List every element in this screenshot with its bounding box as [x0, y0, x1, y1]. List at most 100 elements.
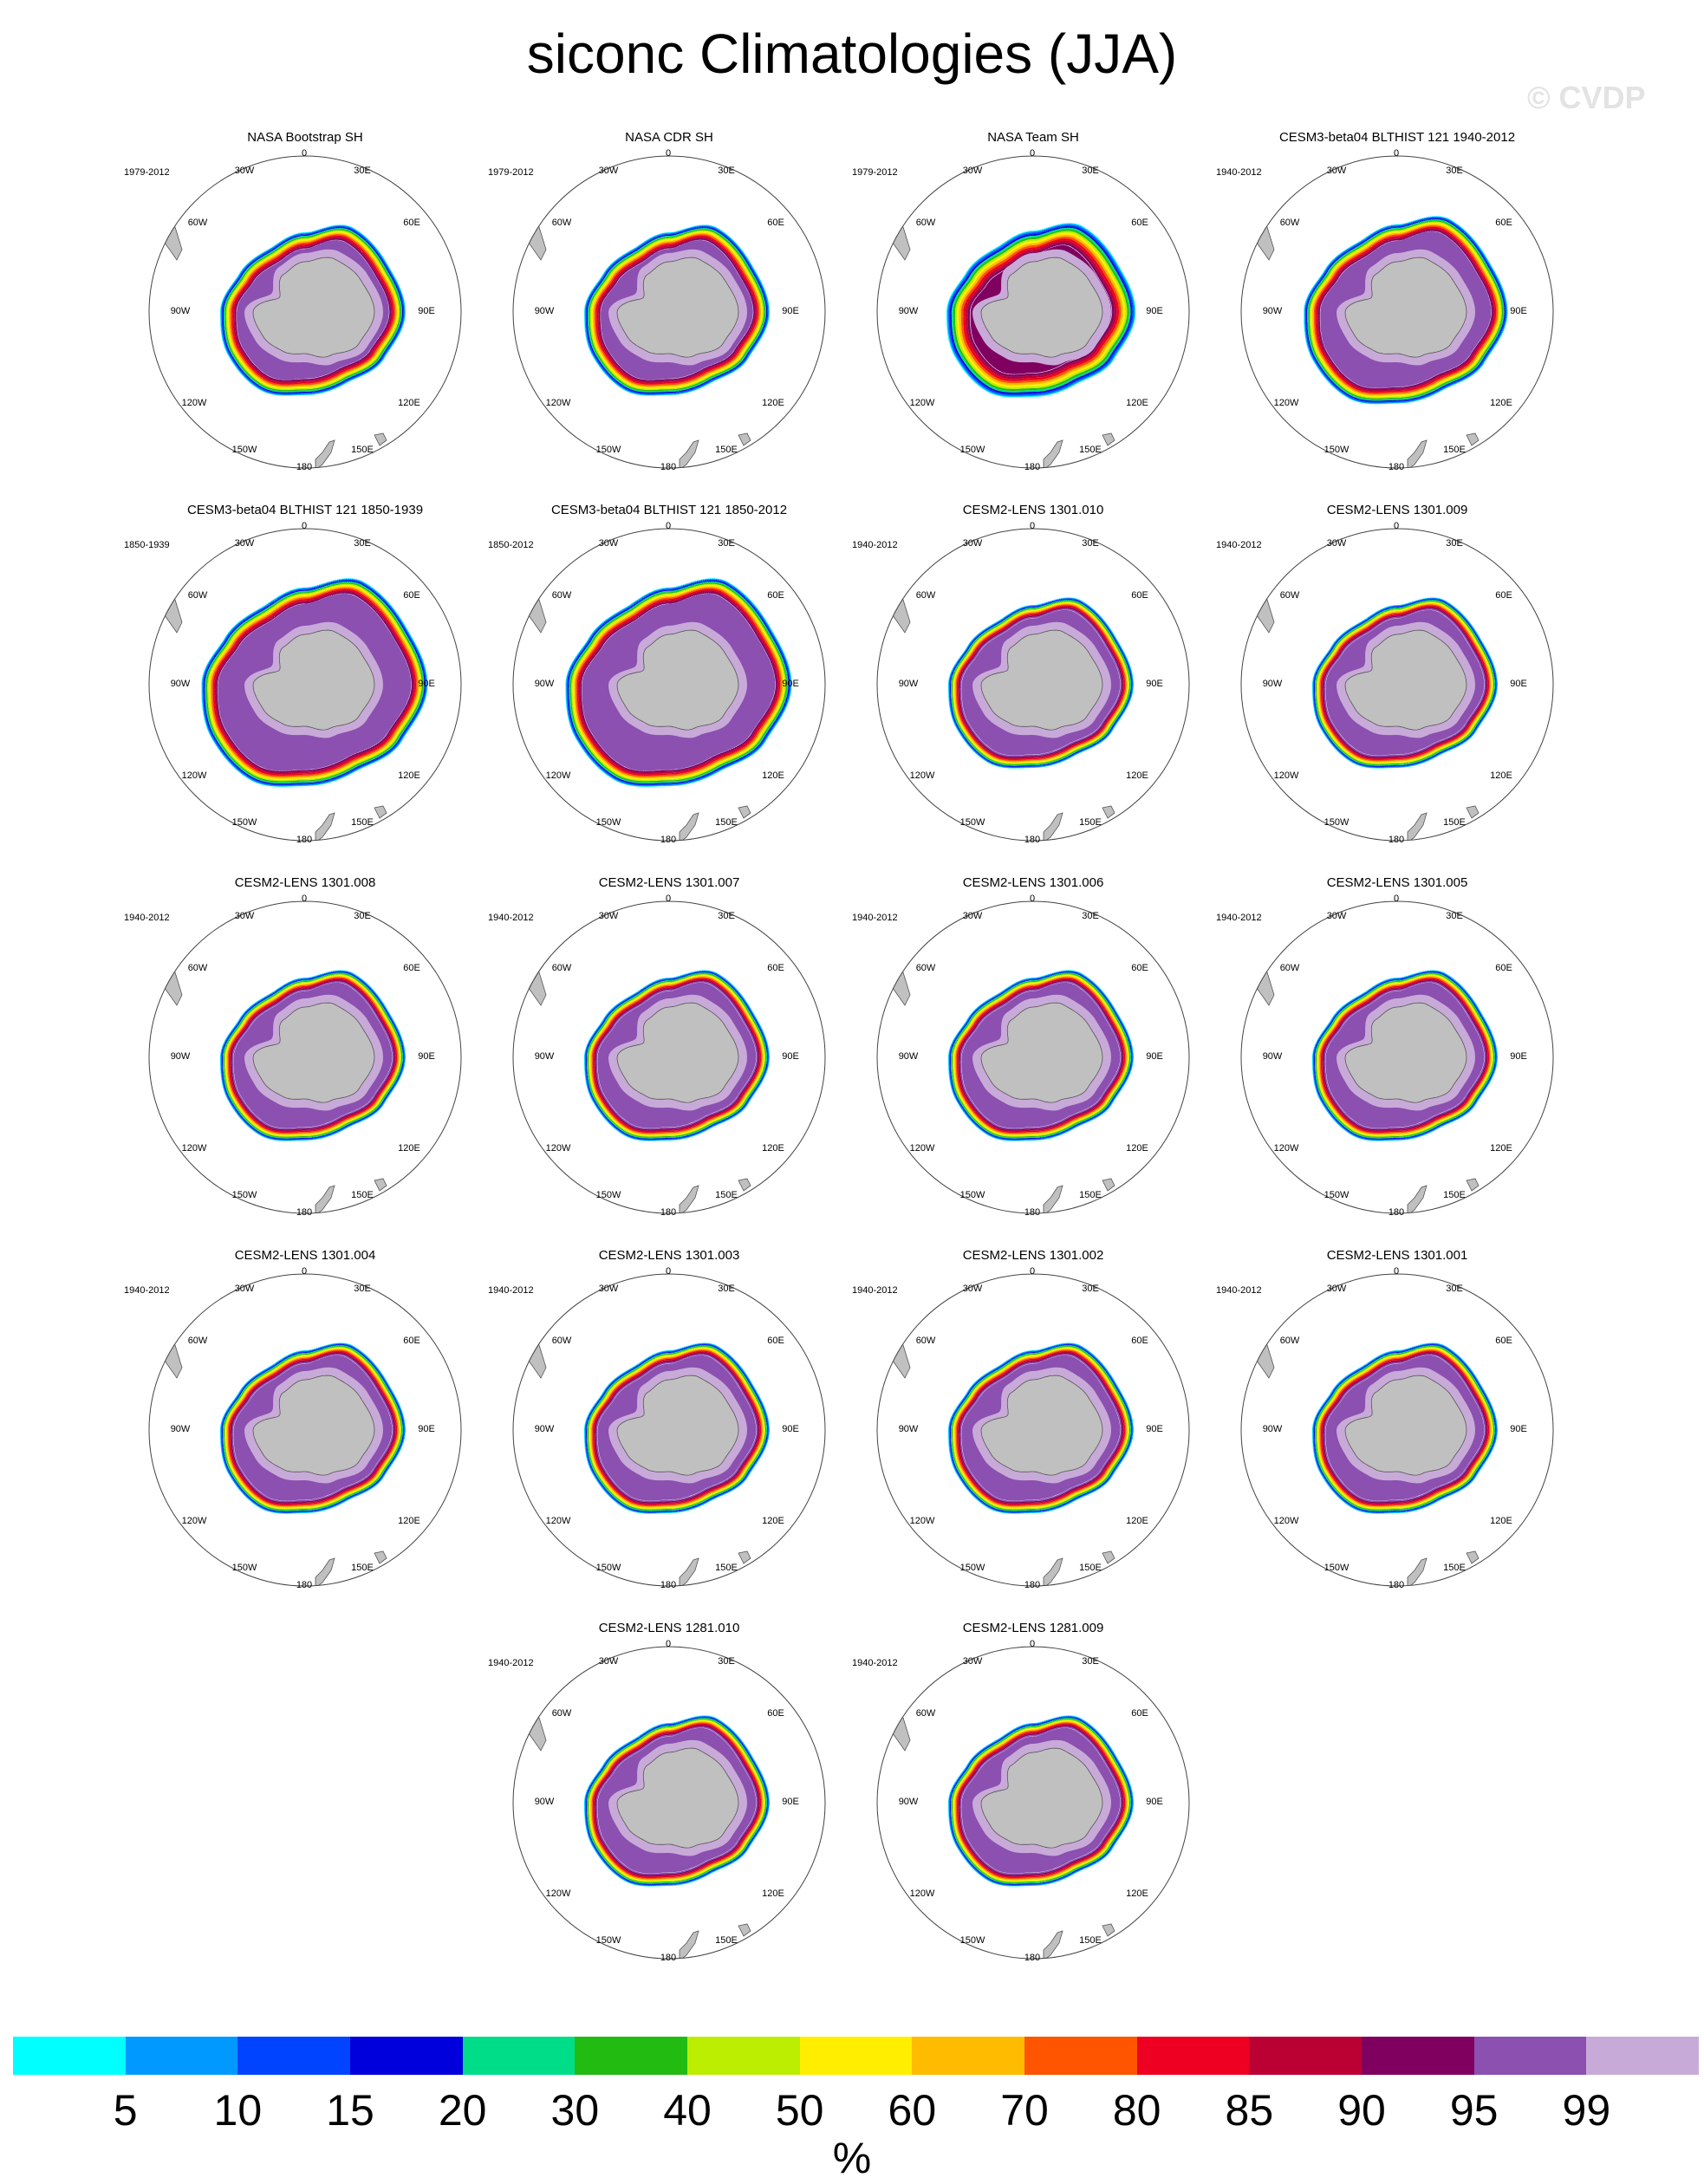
longitude-label: 30W	[1327, 538, 1347, 549]
longitude-label: 120E	[762, 1516, 784, 1526]
longitude-label: 90W	[1263, 679, 1283, 689]
tasmania-landmass	[738, 1178, 751, 1192]
longitude-label: 30W	[963, 166, 983, 176]
map-panel: NASA Bootstrap SH 1979-2012 0 30E 60E 90E 120E…	[123, 130, 487, 494]
longitude-label: 30E	[1446, 538, 1463, 549]
new-zealand-landmass	[679, 812, 699, 841]
longitude-label: 180	[1389, 462, 1404, 472]
longitude-label: 30E	[1082, 1656, 1099, 1667]
longitude-label: 150W	[596, 1190, 621, 1200]
longitude-label: 90E	[1146, 1797, 1163, 1807]
panel-period: 1850-1939	[124, 540, 170, 550]
longitude-label: 60W	[1280, 1336, 1300, 1346]
longitude-label: 150E	[351, 445, 374, 455]
panel-period: 1940-2012	[124, 1285, 170, 1296]
longitude-label: 120W	[910, 1143, 935, 1154]
polar-map: 0 30E 60E 90E 120E 150E 180 150W 120W 90W 60W 30W	[1240, 894, 1554, 1218]
longitude-label: 90W	[899, 679, 919, 689]
longitude-label: 150W	[960, 1935, 985, 1946]
antarctica-landmass	[252, 1375, 375, 1476]
longitude-label: 90E	[418, 1424, 435, 1434]
longitude-label: 30W	[599, 538, 619, 549]
longitude-label: 150E	[1079, 1935, 1102, 1946]
panel-period: 1940-2012	[1216, 167, 1262, 178]
longitude-label: 180	[1389, 1580, 1404, 1590]
colorbar-box	[350, 2037, 464, 2075]
polar-map: 0 30E 60E 90E 120E 150E 180 150W 120W 90W 60W 30W	[876, 894, 1190, 1218]
antarctica-landmass	[1344, 1002, 1467, 1103]
panel-title: CESM2-LENS 1301.005	[1326, 875, 1468, 890]
longitude-label: 30E	[354, 1284, 371, 1294]
longitude-label: 60W	[1280, 590, 1300, 601]
longitude-label: 120W	[546, 1516, 571, 1526]
longitude-label: 150W	[232, 445, 257, 455]
colorbar-tick-label: 10	[213, 2086, 263, 2135]
tasmania-landmass	[1102, 1923, 1115, 1937]
longitude-label: 30W	[599, 911, 619, 921]
longitude-label: 0	[1394, 894, 1399, 904]
longitude-label: 150W	[232, 817, 257, 828]
tasmania-landmass	[1466, 432, 1480, 446]
panel-title: CESM2-LENS 1301.010	[962, 503, 1104, 517]
longitude-label: 30E	[718, 911, 735, 921]
antarctica-landmass	[1344, 257, 1467, 358]
map-panel: CESM2-LENS 1301.001 1940-2012 0 30E 60E 90E 12…	[1215, 1248, 1579, 1612]
longitude-label: 60W	[188, 963, 208, 973]
longitude-label: 30E	[354, 911, 371, 921]
tasmania-landmass	[1466, 1178, 1480, 1192]
longitude-label: 30E	[718, 538, 735, 549]
longitude-label: 150W	[960, 1563, 985, 1573]
longitude-label: 30W	[235, 911, 255, 921]
longitude-label: 30E	[354, 538, 371, 549]
panel-title: NASA CDR SH	[625, 130, 713, 145]
longitude-label: 30W	[963, 911, 983, 921]
longitude-label: 60W	[552, 1708, 572, 1719]
longitude-label: 30E	[1082, 911, 1099, 921]
longitude-label: 120E	[762, 398, 784, 408]
panel-title: NASA Team SH	[987, 130, 1079, 145]
longitude-label: 30W	[599, 166, 619, 176]
map-panel: CESM2-LENS 1301.005 1940-2012 0 30E 60E 90E 12…	[1215, 875, 1579, 1239]
polar-map: 0 30E 60E 90E 120E 150E 180 150W 120W 90W 60W 30W	[148, 148, 462, 472]
longitude-label: 30E	[1082, 538, 1099, 549]
longitude-label: 120E	[1126, 770, 1148, 781]
longitude-label: 90E	[1146, 1051, 1163, 1062]
longitude-label: 150W	[1324, 1563, 1350, 1573]
map-panel: CESM2-LENS 1301.008 1940-2012 0 30E 60E 90E 12…	[123, 875, 487, 1239]
longitude-label: 120E	[398, 1143, 420, 1154]
panel-period: 1940-2012	[488, 1285, 534, 1296]
longitude-label: 0	[302, 148, 307, 159]
longitude-label: 90E	[782, 1797, 799, 1807]
panel-period: 1979-2012	[124, 167, 170, 178]
polar-map: 0 30E 60E 90E 120E 150E 180 150W 120W 90W 60W 30W	[512, 521, 826, 845]
longitude-label: 30W	[599, 1656, 619, 1667]
map-panel: CESM2-LENS 1281.010 1940-2012 0 30E 60E 90E 12…	[487, 1621, 851, 1985]
longitude-label: 120E	[762, 1888, 784, 1899]
longitude-label: 90E	[782, 1424, 799, 1434]
map-boundary-circle	[876, 1646, 1190, 1960]
longitude-label: 120E	[1126, 1516, 1148, 1526]
panel-title: CESM2-LENS 1301.006	[962, 875, 1104, 890]
longitude-label: 120E	[1126, 398, 1148, 408]
longitude-label: 60W	[916, 1708, 936, 1719]
longitude-label: 90E	[1510, 306, 1527, 316]
longitude-label: 180	[1024, 1580, 1040, 1590]
polar-map: 0 30E 60E 90E 120E 150E 180 150W 120W 90W 60W 30W	[512, 148, 826, 472]
new-zealand-landmass	[679, 1930, 699, 1959]
antarctica-landmass	[616, 257, 739, 358]
colorbar-box	[1586, 2037, 1700, 2075]
longitude-label: 60E	[403, 590, 420, 601]
longitude-label: 60E	[1131, 1708, 1148, 1719]
longitude-label: 30W	[1327, 166, 1347, 176]
new-zealand-landmass	[1407, 1557, 1428, 1586]
longitude-label: 60E	[1131, 218, 1148, 228]
map-panel: CESM2-LENS 1301.004 1940-2012 0 30E 60E 90E 12…	[123, 1248, 487, 1612]
longitude-label: 120W	[182, 398, 207, 408]
map-boundary-circle	[512, 155, 826, 469]
map-panel: NASA Team SH 1979-2012 0 30E 60E 90E 120E 150E 1…	[851, 130, 1215, 494]
longitude-label: 90W	[1263, 1051, 1283, 1062]
figure-title: siconc Climatologies (JJA)	[526, 23, 1178, 85]
longitude-label: 150W	[1324, 1190, 1350, 1200]
longitude-label: 120E	[398, 398, 420, 408]
longitude-label: 150E	[351, 817, 374, 828]
